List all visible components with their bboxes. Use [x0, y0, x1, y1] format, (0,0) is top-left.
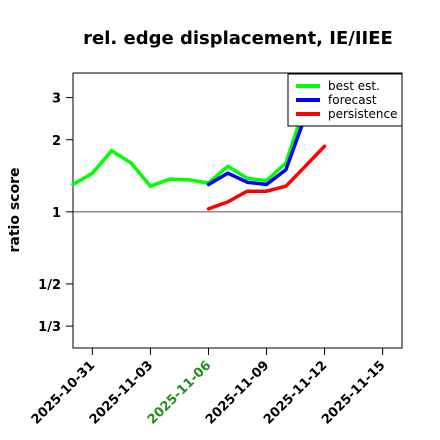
- y-tick-label: 2: [52, 134, 61, 149]
- y-tick-label: 1/2: [38, 278, 61, 293]
- legend-label: persistence: [328, 107, 397, 121]
- y-tick-label: 3: [52, 92, 61, 107]
- legend-label: best est.: [328, 79, 380, 93]
- legend-label: forecast: [328, 93, 377, 107]
- series-line-persistence: [206, 144, 327, 211]
- y-tick-label: 1/3: [38, 320, 61, 335]
- series-line-best-est: [71, 103, 307, 188]
- plot-frame: [72, 72, 403, 349]
- plot-area: 3211/21/32025-10-312025-11-032025-11-062…: [29, 72, 403, 428]
- y-axis-label: ratio score: [7, 168, 23, 253]
- chart-title: rel. edge displacement, IE/IIEE: [83, 28, 393, 49]
- y-tick-label: 1: [52, 206, 61, 221]
- series-line-forecast: [206, 114, 327, 187]
